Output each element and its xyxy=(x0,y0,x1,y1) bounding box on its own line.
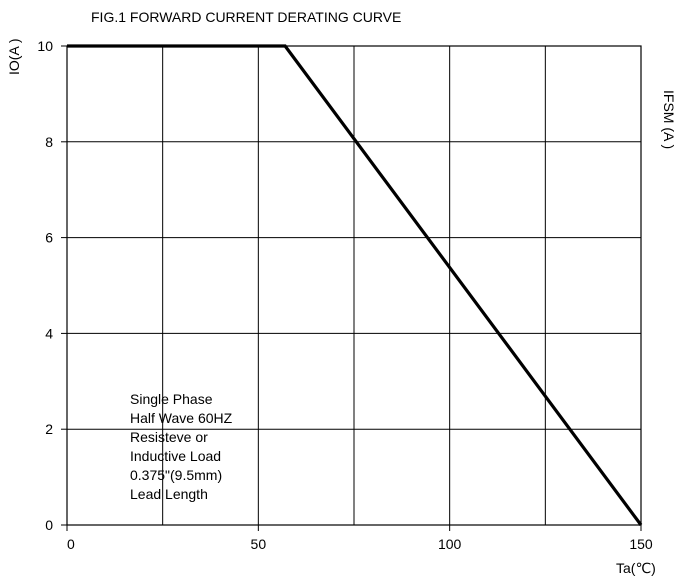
grid-lines xyxy=(67,46,641,525)
x-tick-label: 150 xyxy=(629,536,653,552)
y-tick-label: 4 xyxy=(45,325,53,341)
annotation-line: Resisteve or xyxy=(130,429,208,445)
chart-title: FIG.1 FORWARD CURRENT DERATING CURVE xyxy=(91,9,401,25)
tick-labels: 0 50 100 150 0 2 4 6 8 10 xyxy=(37,38,652,552)
y-axis-label: IO(A ) xyxy=(6,38,22,75)
y-tick-label: 10 xyxy=(37,38,53,54)
x-tick-label: 50 xyxy=(251,536,267,552)
x-tick-label: 100 xyxy=(438,536,462,552)
annotation-block: Single Phase Half Wave 60HZ Resisteve or In… xyxy=(130,391,233,502)
x-tick-label: 0 xyxy=(67,536,75,552)
annotation-line: Inductive Load xyxy=(130,448,221,464)
y-tick-label: 8 xyxy=(45,134,53,150)
right-axis-label: IFSM (A ) xyxy=(661,90,677,149)
y-tick-label: 6 xyxy=(45,230,53,246)
y-tick-label: 0 xyxy=(45,517,53,533)
plot-frame xyxy=(66,45,642,526)
annotation-line: Lead Length xyxy=(130,486,208,502)
annotation-line: Half Wave 60HZ xyxy=(130,410,233,426)
annotation-line: Single Phase xyxy=(130,391,213,407)
annotation-line: 0.375"(9.5mm) xyxy=(130,467,222,483)
y-tick-label: 2 xyxy=(45,421,53,437)
x-axis-label: Ta(℃) xyxy=(616,560,656,576)
